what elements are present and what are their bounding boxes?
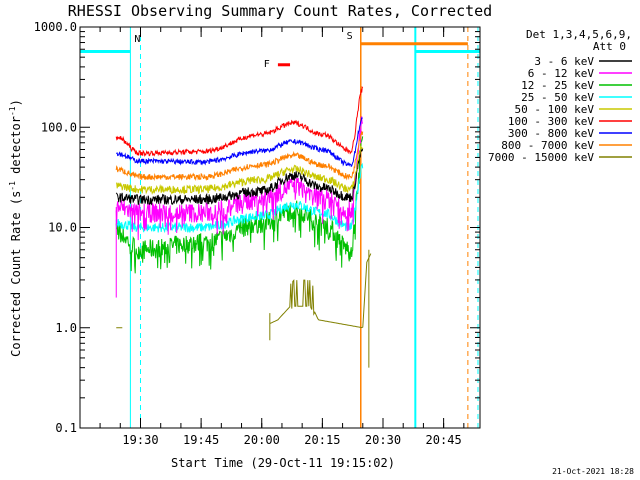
y-tick-label: 100.0 — [41, 120, 77, 134]
series-line-6-12-kev — [115, 116, 364, 241]
legend-label: 25 - 50 keV — [521, 91, 594, 104]
x-tick-label: 20:30 — [365, 433, 401, 447]
series-line-100-300-kev — [115, 85, 364, 158]
flare-label: F — [264, 59, 270, 70]
legend-label: 100 - 300 keV — [508, 115, 594, 128]
series-line-3-6-kev — [115, 147, 364, 206]
legend-label: 50 - 100 keV — [515, 103, 595, 116]
legend-label: 7000 - 15000 keV — [488, 151, 594, 164]
x-axis-label: Start Time (29-Oct-11 19:15:02) — [171, 456, 395, 470]
y-tick-label: 1.0 — [55, 321, 77, 335]
y-axis-ticks: 0.1 1.0 10.0 100.0 1000.0 — [34, 20, 480, 435]
series-line-25-50-kev — [115, 162, 364, 234]
x-tick-label: 19:30 — [122, 433, 158, 447]
legend-header-line1: Det 1,3,4,5,6,9, — [526, 28, 632, 41]
chart-title: RHESSI Observing Summary Count Rates, Co… — [68, 2, 492, 20]
series-line-300-800-kev — [116, 117, 363, 168]
x-tick-label: 19:45 — [183, 433, 219, 447]
legend-header-line2: Att 0 — [593, 40, 626, 53]
x-tick-label: 20:45 — [426, 433, 462, 447]
x-tick-label: 20:15 — [304, 433, 340, 447]
series-layer — [115, 85, 372, 368]
legend-label: 800 - 7000 keV — [501, 139, 594, 152]
x-tick-label: 20:00 — [244, 433, 280, 447]
legend-label: 300 - 800 keV — [508, 127, 594, 140]
night-label: N — [134, 34, 140, 45]
footer-timestamp: 21-Oct-2021 18:28 — [552, 467, 634, 476]
saa-label: S — [347, 31, 353, 42]
legend-label: 12 - 25 keV — [521, 79, 594, 92]
y-tick-label: 1000.0 — [34, 20, 77, 34]
x-axis-ticks: 19:30 19:45 20:00 20:15 20:30 20:45 — [99, 27, 465, 447]
y-tick-label: 10.0 — [48, 221, 77, 235]
legend-label: 3 - 6 keV — [534, 55, 594, 68]
series-line-50-100-kev — [115, 145, 364, 195]
y-axis-label: Corrected Count Rate (s-1 detector-1) — [8, 99, 23, 357]
y-tick-label: 0.1 — [55, 421, 77, 435]
legend-label: 6 - 12 keV — [528, 67, 595, 80]
series-line-800-7000-kev — [115, 130, 364, 182]
series-line-7000-15000-kev — [269, 253, 372, 329]
series-line-12-25-kev — [115, 136, 364, 274]
